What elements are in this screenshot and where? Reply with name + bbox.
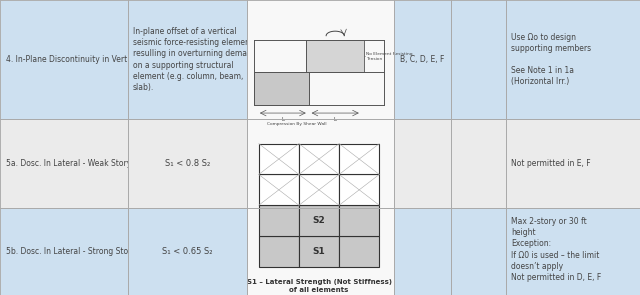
Bar: [306, 40, 364, 72]
Bar: [259, 205, 299, 236]
Bar: [339, 236, 380, 267]
Bar: [254, 72, 308, 105]
Bar: [0, 0, 128, 119]
Text: Use Ωo to design
supporting members

See Note 1 in 1a
(Horizontal Irr.): Use Ωo to design supporting members See …: [511, 33, 591, 86]
Text: B, C, D, E, F: B, C, D, E, F: [400, 55, 445, 64]
Bar: [339, 174, 380, 205]
Bar: [506, 119, 640, 208]
Bar: [506, 0, 640, 119]
Text: No Element Resisting
Tension: No Element Resisting Tension: [366, 52, 413, 60]
Bar: [247, 119, 394, 208]
Bar: [128, 0, 247, 119]
Bar: [247, 208, 394, 295]
Text: 5a. Dosc. In Lateral - Weak Story: 5a. Dosc. In Lateral - Weak Story: [6, 159, 131, 168]
Text: S₁ < 0.65 S₂: S₁ < 0.65 S₂: [163, 247, 212, 256]
Bar: [128, 208, 247, 295]
Bar: [259, 236, 299, 267]
Text: Max 2-story or 30 ft
height
Exception:
If Ω0 is used – the limit
doesn’t apply
N: Max 2-story or 30 ft height Exception: I…: [511, 217, 601, 282]
Bar: [247, 0, 394, 119]
Text: S1: S1: [313, 247, 325, 256]
Bar: [259, 144, 299, 174]
Bar: [451, 119, 506, 208]
Text: Not permitted in E, F: Not permitted in E, F: [511, 159, 591, 168]
Bar: [128, 119, 247, 208]
Text: 5b. Dosc. In Lateral - Strong Story: 5b. Dosc. In Lateral - Strong Story: [6, 247, 136, 256]
Bar: [299, 205, 339, 236]
Bar: [299, 236, 339, 267]
Bar: [394, 208, 451, 295]
Text: L: L: [333, 117, 337, 122]
Text: L: L: [282, 117, 284, 122]
Bar: [506, 208, 640, 295]
Bar: [259, 174, 299, 205]
Bar: [299, 174, 339, 205]
Text: S1 – Lateral Strength (Not Stiffness)
of all elements: S1 – Lateral Strength (Not Stiffness) of…: [246, 279, 392, 293]
Text: 4. In-Plane Discontinuity in Vertical el.: 4. In-Plane Discontinuity in Vertical el…: [6, 55, 152, 64]
Bar: [339, 144, 380, 174]
Text: Compression By Shear Wall: Compression By Shear Wall: [268, 122, 327, 126]
Bar: [0, 119, 128, 208]
Bar: [0, 208, 128, 295]
Bar: [394, 0, 451, 119]
Bar: [451, 0, 506, 119]
Bar: [299, 144, 339, 174]
Bar: [339, 205, 380, 236]
Text: In-plane offset of a vertical
seismic force-resisting element
resulling in overt: In-plane offset of a vertical seismic fo…: [133, 27, 260, 92]
Bar: [451, 208, 506, 295]
Bar: [247, 119, 394, 295]
Bar: [394, 119, 451, 208]
Text: S2: S2: [313, 216, 325, 225]
Text: S₁ < 0.8 S₂: S₁ < 0.8 S₂: [165, 159, 210, 168]
